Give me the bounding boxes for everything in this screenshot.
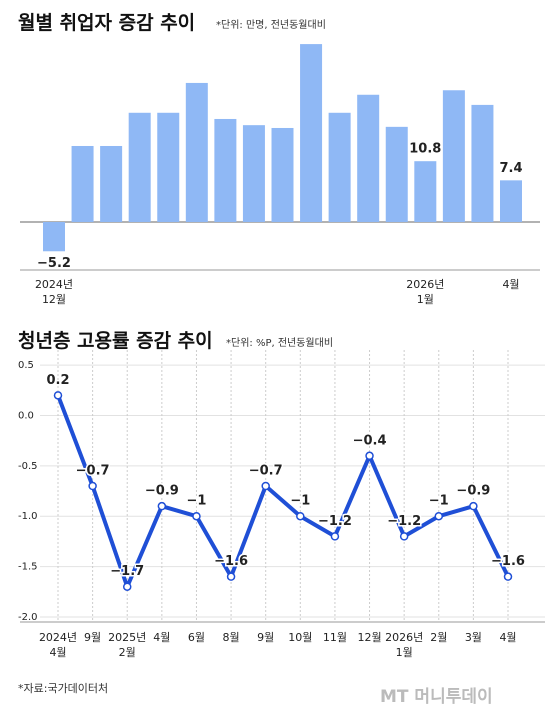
bar <box>385 126 408 222</box>
x-tick-label: 10월 <box>288 631 313 644</box>
bar <box>328 112 351 222</box>
bar <box>471 104 494 222</box>
point <box>122 582 132 591</box>
data-label: −0.9 <box>145 484 179 499</box>
data-label: −5.2 <box>37 256 71 271</box>
source-note: *자료:국가데이터처 <box>18 682 109 695</box>
x-tick-label: 4월 <box>502 278 520 291</box>
data-label: −1 <box>186 494 206 509</box>
y-tick-label: 0.5 <box>18 360 34 371</box>
data-label: −1.6 <box>491 554 525 569</box>
x-tick-label: 4월 <box>153 631 171 644</box>
bar <box>157 112 180 222</box>
bar <box>214 118 237 222</box>
point <box>296 511 305 521</box>
bar <box>414 161 437 222</box>
data-label: −1.6 <box>214 554 248 569</box>
chart-title: 청년층 고용률 증감 추이 <box>18 330 213 352</box>
data-label: −0.7 <box>249 464 283 479</box>
y-tick-label: -1.5 <box>18 562 38 573</box>
x-tick-label: 2026년 1월 <box>385 631 424 659</box>
x-tick-label: 6월 <box>187 631 206 644</box>
data-label: −1.2 <box>318 514 352 529</box>
point <box>365 451 374 461</box>
x-tick-label: 12월 <box>357 631 382 644</box>
point <box>469 501 478 511</box>
point <box>192 511 201 521</box>
data-label: 7.4 <box>499 161 522 176</box>
bar <box>300 44 323 223</box>
logo: MT 머니투데이 <box>380 687 493 707</box>
y-tick-label: -2.0 <box>18 612 38 623</box>
x-tick-label: 2월 <box>430 631 448 644</box>
data-label: −1 <box>290 494 310 509</box>
chart-subtitle: *단위: 만명, 전년동월대비 <box>216 20 326 31</box>
line <box>56 394 510 589</box>
data-label: −1.7 <box>110 564 144 579</box>
bar <box>128 112 151 222</box>
bar <box>442 90 465 223</box>
data-label: 0.2 <box>46 373 69 388</box>
x-tick-label: 2025년 2월 <box>108 631 147 659</box>
data-label: −0.9 <box>456 484 490 499</box>
data-label: −0.4 <box>353 433 387 448</box>
x-tick-label: 9월 <box>84 631 102 644</box>
x-tick-label: 2024년 12월 <box>34 278 74 306</box>
x-tick-label: 2024년 4월 <box>38 631 78 659</box>
data-label: −1 <box>429 494 449 509</box>
x-tick-label: 8월 <box>222 631 240 644</box>
y-tick-label: 0.0 <box>18 410 34 421</box>
chart-title: 월별 취업자 증감 추이 <box>18 12 196 34</box>
x-tick-label: 3월 <box>464 631 482 644</box>
bar <box>242 125 265 222</box>
bar <box>271 127 294 222</box>
x-tick-label: 2026년 1월 <box>406 278 445 306</box>
point <box>399 532 409 541</box>
point <box>503 572 513 581</box>
bar <box>500 180 522 222</box>
bar <box>185 82 208 223</box>
point <box>88 481 97 491</box>
point <box>330 532 340 541</box>
y-tick-label: -0.5 <box>18 461 38 472</box>
point <box>53 391 63 400</box>
point <box>157 501 167 511</box>
bar <box>100 145 123 222</box>
x-tick-label: 4월 <box>499 631 517 644</box>
point <box>434 511 444 521</box>
x-tick-label: 11월 <box>322 631 347 644</box>
data-label: −0.7 <box>76 464 110 479</box>
y-tick-label: -1.0 <box>18 511 38 522</box>
bar <box>357 94 380 222</box>
data-label: 10.8 <box>409 142 441 157</box>
data-label: −1.2 <box>387 514 421 529</box>
chart-subtitle: *단위: %P, 전년동월대비 <box>226 338 334 349</box>
x-tick-label: 9월 <box>257 631 275 644</box>
bar <box>43 222 65 252</box>
point <box>261 481 270 491</box>
point <box>226 572 236 581</box>
bar <box>71 145 94 222</box>
